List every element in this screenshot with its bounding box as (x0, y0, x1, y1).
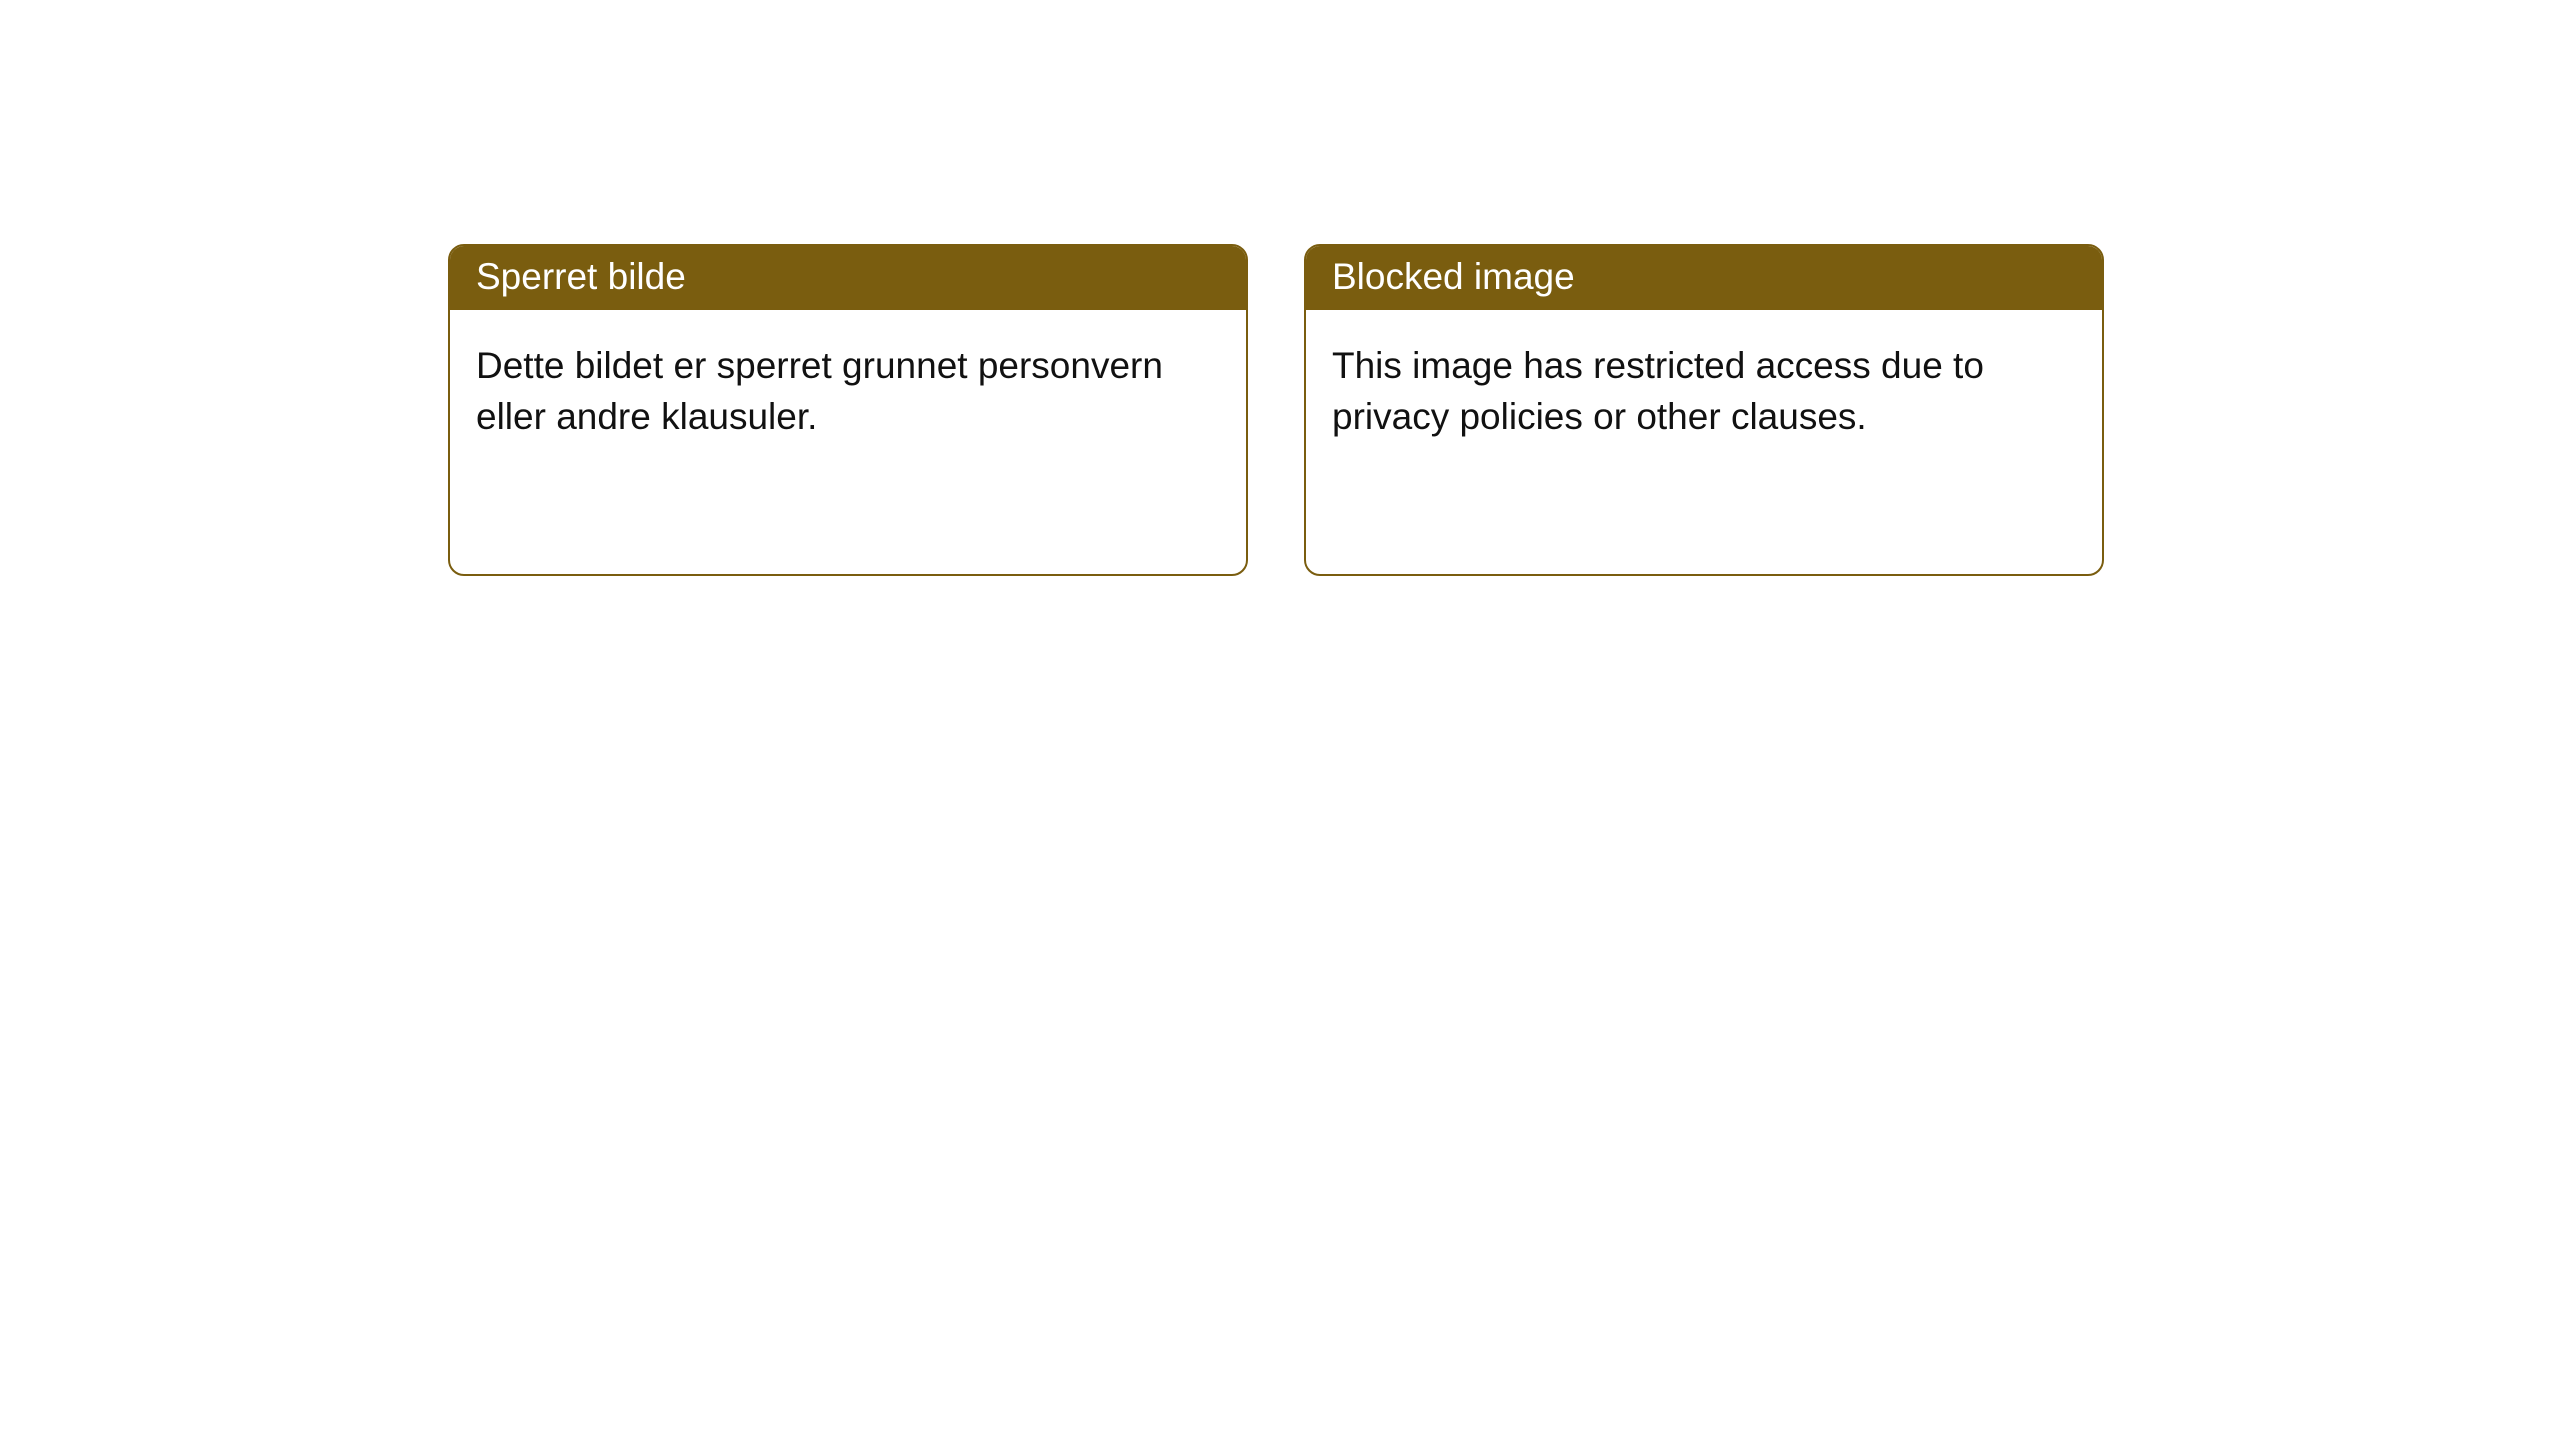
notice-box-norwegian: Sperret bilde Dette bildet er sperret gr… (448, 244, 1248, 576)
notice-title-english: Blocked image (1306, 246, 2102, 310)
notice-body-norwegian: Dette bildet er sperret grunnet personve… (450, 310, 1246, 472)
notice-box-english: Blocked image This image has restricted … (1304, 244, 2104, 576)
notice-container: Sperret bilde Dette bildet er sperret gr… (0, 0, 2560, 576)
notice-title-norwegian: Sperret bilde (450, 246, 1246, 310)
notice-body-english: This image has restricted access due to … (1306, 310, 2102, 472)
